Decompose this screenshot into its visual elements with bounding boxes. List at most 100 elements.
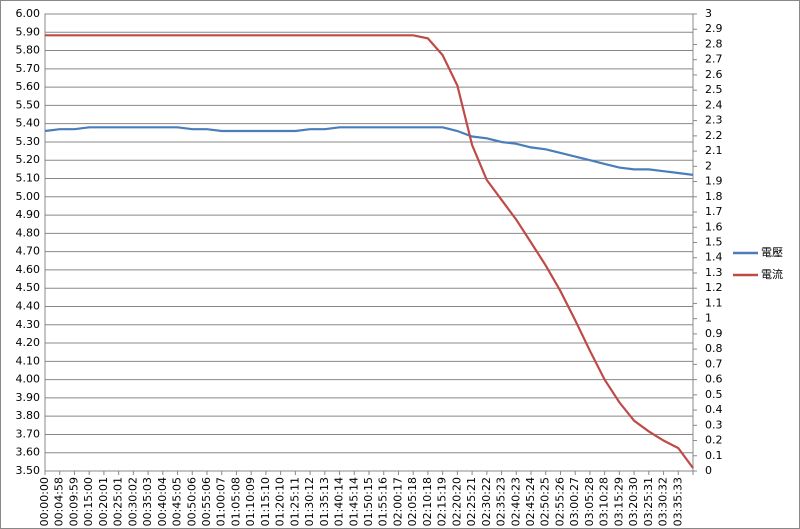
- y-tick-label: 4.30: [16, 318, 41, 331]
- y2-tick-label: 1.2: [705, 281, 723, 294]
- y-tick-label: 5.30: [16, 135, 41, 148]
- x-tick-label: 00:40:04: [156, 477, 169, 526]
- y-tick-label: 3.80: [16, 409, 41, 422]
- x-tick-label: 02:10:18: [421, 477, 434, 526]
- series-line: [44, 126, 694, 176]
- x-tick-label: 01:25:11: [288, 477, 301, 526]
- x-tick-label: 01:05:08: [229, 477, 242, 526]
- x-tick-label: 01:45:14: [347, 477, 360, 526]
- y2-tick-label: 2.2: [705, 129, 723, 142]
- x-tick-label: 01:40:14: [333, 477, 346, 526]
- x-tick-label: 02:35:23: [495, 477, 508, 526]
- y-tick-label: 4.70: [16, 245, 41, 258]
- y-tick-label: 3.50: [16, 464, 41, 477]
- y2-tick-label: 2.1: [705, 144, 723, 157]
- x-tick-label: 03:30:32: [657, 477, 670, 526]
- x-tick-label: 00:50:06: [185, 477, 198, 526]
- y-tick-label: 5.80: [16, 44, 41, 57]
- x-tick-label: 00:35:03: [141, 477, 154, 526]
- x-tick-label: 03:05:28: [583, 477, 596, 526]
- y2-tick-label: 1.3: [705, 266, 723, 279]
- y-tick-label: 5.90: [16, 25, 41, 38]
- y-tick-label: 4.00: [16, 373, 41, 386]
- y2-tick-label: 1.8: [705, 190, 723, 203]
- x-tick-label: 02:55:26: [553, 477, 566, 526]
- y-tick-label: 3.90: [16, 391, 41, 404]
- x-tick-label: 03:35:33: [671, 477, 684, 526]
- y2-tick-label: 2.3: [705, 114, 723, 127]
- x-tick-label: 00:20:01: [97, 477, 110, 526]
- y-tick-label: 4.60: [16, 263, 41, 276]
- y2-tick-label: 1: [705, 312, 712, 325]
- x-tick-label: 02:50:25: [539, 477, 552, 526]
- y2-tick-label: 2: [705, 159, 712, 172]
- x-tick-label: 01:00:07: [215, 477, 228, 526]
- x-tick-label: 00:45:05: [171, 477, 184, 526]
- y-tick-label: 4.50: [16, 281, 41, 294]
- y-tick-label: 4.20: [16, 336, 41, 349]
- x-tick-label: 00:15:00: [82, 477, 95, 526]
- y2-tick-label: 0.7: [705, 357, 723, 370]
- y-tick-label: 4.40: [16, 299, 41, 312]
- x-tick-label: 01:35:13: [318, 477, 331, 526]
- y2-tick-label: 1.5: [705, 236, 723, 249]
- x-tick-label: 02:45:24: [524, 477, 537, 526]
- x-tick-label: 02:25:21: [465, 477, 478, 526]
- y2-tick-label: 0.9: [705, 327, 723, 340]
- y2-tick-label: 2.8: [705, 37, 723, 50]
- x-tick-label: 02:20:20: [450, 477, 463, 526]
- y2-tick-label: 1.7: [705, 205, 723, 218]
- x-tick-label: 03:00:27: [568, 477, 581, 526]
- y2-tick-label: 0.8: [705, 342, 723, 355]
- y2-tick-label: 0.2: [705, 434, 723, 447]
- x-tick-label: 03:15:29: [612, 477, 625, 526]
- y-tick-label: 4.10: [16, 354, 41, 367]
- x-tick-label: 03:25:31: [642, 477, 655, 526]
- y2-tick-label: 0.3: [705, 418, 723, 431]
- y2-tick-label: 1.6: [705, 220, 723, 233]
- y2-tick-label: 2.6: [705, 68, 723, 81]
- x-tick-label: 00:55:06: [200, 477, 213, 526]
- x-tick-label: 01:30:12: [303, 477, 316, 526]
- x-tick-label: 02:05:18: [406, 477, 419, 526]
- y2-tick-label: 2.5: [705, 83, 723, 96]
- x-tick-label: 02:15:19: [436, 477, 449, 526]
- y2-tick-label: 1.9: [705, 175, 723, 188]
- y2-tick-label: 3: [705, 7, 712, 20]
- y2-tick-label: 0: [705, 464, 712, 477]
- y-tick-label: 3.60: [16, 446, 41, 459]
- x-tick-label: 01:50:15: [362, 477, 375, 526]
- x-tick-label: 00:09:59: [67, 477, 80, 526]
- y-tick-label: 4.90: [16, 208, 41, 221]
- y-tick-label: 5.20: [16, 153, 41, 166]
- x-tick-label: 03:20:30: [627, 477, 640, 526]
- y2-tick-label: 1.4: [705, 251, 723, 264]
- legend-label: 電壓: [761, 246, 783, 259]
- y-tick-label: 5.50: [16, 98, 41, 111]
- y2-tick-label: 0.6: [705, 373, 723, 386]
- y2-tick-label: 0.5: [705, 388, 723, 401]
- y-tick-label: 5.00: [16, 190, 41, 203]
- x-tick-label: 00:25:01: [112, 477, 125, 526]
- y2-tick-label: 2.9: [705, 22, 723, 35]
- x-tick-label: 00:00:00: [38, 477, 51, 526]
- x-tick-label: 01:55:16: [377, 477, 390, 526]
- y2-tick-label: 2.7: [705, 53, 723, 66]
- x-tick-label: 02:30:22: [480, 477, 493, 526]
- x-tick-label: 02:40:23: [509, 477, 522, 526]
- y-tick-label: 5.70: [16, 62, 41, 75]
- y-tick-label: 4.80: [16, 226, 41, 239]
- x-tick-label: 01:10:09: [244, 477, 257, 526]
- x-tick-label: 00:04:58: [53, 477, 66, 526]
- y-tick-label: 6.00: [16, 7, 41, 20]
- y-tick-label: 5.40: [16, 117, 41, 130]
- y-tick-label: 5.60: [16, 80, 41, 93]
- y-tick-label: 5.10: [16, 172, 41, 185]
- series-line: [45, 34, 694, 469]
- y-tick-label: 3.70: [16, 427, 41, 440]
- legend-label: 電流: [761, 267, 783, 281]
- y2-tick-label: 1.1: [705, 296, 723, 309]
- x-tick-label: 02:00:17: [391, 477, 404, 526]
